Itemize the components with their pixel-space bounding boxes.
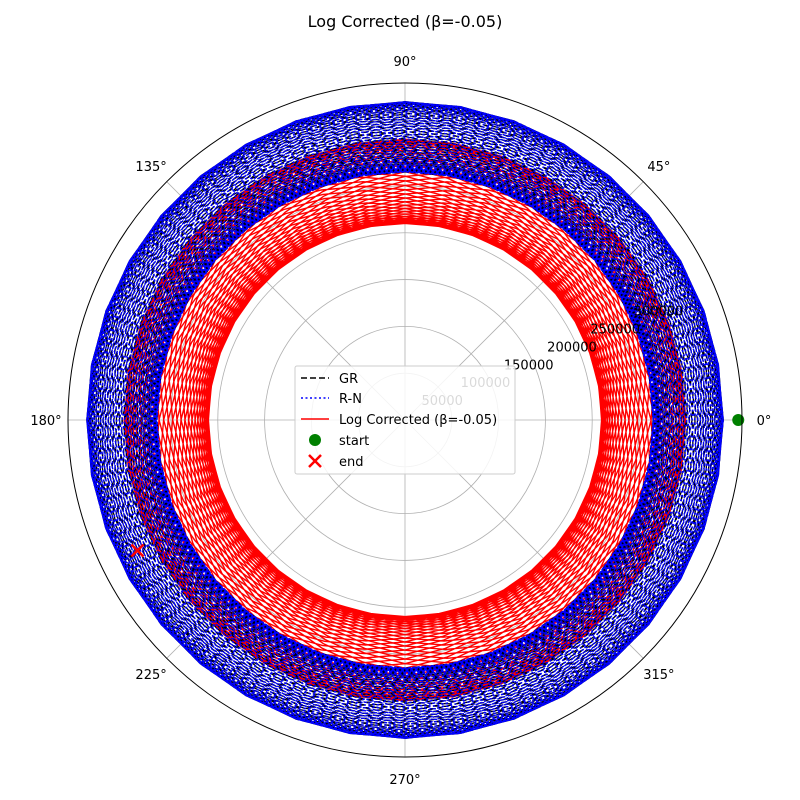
radial-tick-label-300000: 300000 (634, 305, 684, 320)
legend-box (294, 365, 516, 475)
angle-labels: 0° 45° 90° 135° 180° 225° 270° 315° (30, 55, 771, 788)
radial-tick-label-250000: 250000 (590, 322, 640, 337)
legend-label-rn: R-N (339, 392, 362, 407)
angle-tick-label-225: 225° (135, 668, 166, 683)
legend-label-log: Log Corrected (β=-0.05) (339, 413, 497, 428)
series-line-r-n (86, 101, 724, 739)
legend-label-gr: GR (339, 372, 358, 387)
legend-marker-start (309, 434, 321, 446)
marker-start (732, 414, 745, 426)
legend-label-end: end (339, 455, 364, 470)
marker-end (130, 543, 145, 558)
series-layer (86, 101, 724, 739)
angle-tick-label-180: 180° (30, 414, 61, 429)
angle-tick-label-135: 135° (135, 160, 166, 175)
angle-tick-label-90: 90° (393, 55, 416, 70)
angle-tick-label-270: 270° (389, 773, 420, 788)
radial-tick-label-200000: 200000 (547, 340, 597, 355)
chart-title: Log Corrected (β=-0.05) (308, 12, 503, 31)
polar-frame (67, 82, 743, 758)
legend-label-start: start (339, 434, 369, 449)
legend-marker-end (308, 454, 322, 468)
radial-tick-label-150000: 150000 (504, 358, 554, 373)
legend: GR R-N Log Corrected (β=-0.05) start end (294, 365, 516, 475)
marker-layer (130, 414, 745, 558)
angle-tick-label-315: 315° (643, 668, 674, 683)
series-line-log (123, 138, 687, 702)
angle-tick-label-45: 45° (647, 160, 670, 175)
angle-tick-label-0: 0° (757, 414, 772, 429)
